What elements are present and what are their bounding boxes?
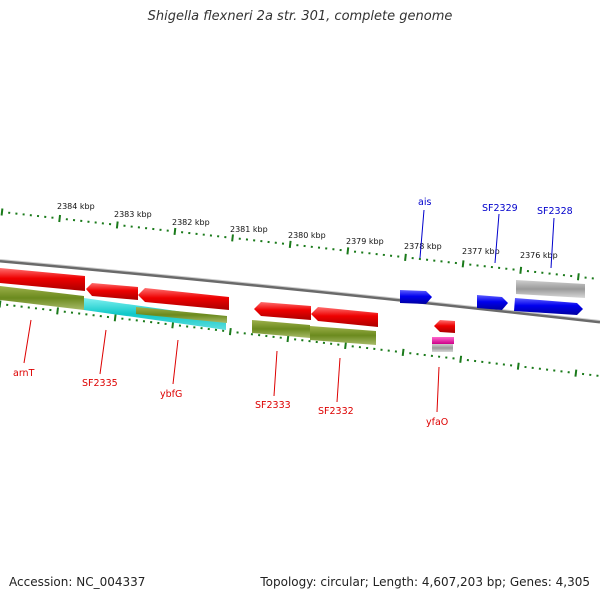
accession-text: Accession: NC_004337 [9, 575, 146, 589]
ruler-major-tick [574, 369, 578, 377]
ruler-major-tick [401, 348, 405, 356]
feature-grey-small [432, 344, 453, 352]
gene-arnT[interactable] [0, 268, 85, 291]
scale-label: 2376 kbp [520, 251, 558, 260]
feature-olive-2 [136, 307, 227, 323]
scale-label: 2384 kbp [57, 202, 95, 211]
gene-label-yfaO[interactable]: yfaO [426, 417, 448, 428]
ruler-major-tick [576, 273, 580, 281]
gene-label-SF2333[interactable]: SF2333 [255, 400, 291, 411]
ruler-major-tick [58, 214, 62, 223]
label-leader-lines [23, 209, 555, 413]
scale-label: 2383 kbp [114, 210, 152, 219]
gene-red-2[interactable] [86, 283, 138, 300]
scale-label: 2378 kbp [404, 242, 442, 251]
gene-label-SF2329[interactable]: SF2329 [482, 203, 518, 214]
ruler-major-tick [115, 221, 119, 229]
feature-tracks [0, 286, 454, 352]
gene-ais[interactable] [400, 290, 432, 304]
ruler-major-tick [346, 247, 350, 255]
map-title: Shigella flexneri 2a str. 301, complete … [147, 9, 453, 24]
gene-label-arnT[interactable]: arnT [13, 368, 35, 379]
reverse-strand-genes [0, 268, 455, 333]
ruler-major-tick [519, 266, 523, 274]
genome-backbone [0, 259, 600, 324]
forward-strand-genes [400, 280, 585, 315]
ruler-major-tick [286, 334, 290, 343]
kbp-ruler-inner [0, 300, 599, 377]
gene-SF2333[interactable] [254, 302, 311, 320]
feature-olive-3 [252, 320, 310, 338]
ruler-major-tick [344, 341, 347, 350]
ruler-major-tick [56, 307, 59, 315]
gene-SF2332[interactable] [311, 307, 378, 327]
ruler-major-tick [231, 234, 234, 242]
ruler-major-tick [228, 328, 232, 336]
feature-olive-1 [0, 286, 84, 310]
ruler-major-tick [0, 208, 4, 216]
feature-pink [432, 337, 454, 344]
gene-label-ais[interactable]: ais [418, 197, 431, 208]
gene-SF2329[interactable] [477, 295, 508, 310]
gene-ybfG[interactable] [138, 288, 229, 310]
gene-feature-grey [516, 280, 585, 298]
gene-label-SF2332[interactable]: SF2332 [318, 406, 354, 417]
ruler-major-tick [288, 240, 292, 248]
scale-label: 2379 kbp [346, 237, 384, 246]
gene-label-SF2335[interactable]: SF2335 [82, 378, 118, 389]
gene-labels: ais SF2329 SF2328 arnT SF2335 ybfG SF233… [13, 197, 573, 428]
ruler-major-tick [459, 355, 463, 363]
ruler-major-tick [516, 362, 520, 370]
gene-label-ybfG[interactable]: ybfG [160, 389, 182, 400]
ruler-major-tick [461, 260, 465, 268]
scale-label: 2381 kbp [230, 225, 268, 234]
genome-summary-text: Topology: circular; Length: 4,607,203 bp… [260, 575, 590, 589]
gene-yfaO[interactable] [434, 320, 455, 333]
ruler-major-tick [404, 253, 407, 261]
scale-label: 2382 kbp [172, 218, 210, 227]
kbp-ruler-outer [0, 208, 594, 281]
ruler-major-tick [173, 227, 177, 236]
scale-labels: 2384 kbp 2383 kbp 2382 kbp 2381 kbp 2380… [57, 202, 558, 260]
gene-SF2328[interactable] [514, 298, 583, 315]
ruler-major-tick [113, 314, 117, 322]
gene-label-SF2328[interactable]: SF2328 [537, 206, 573, 217]
scale-label: 2380 kbp [288, 231, 326, 240]
feature-olive-4 [310, 326, 376, 345]
scale-label: 2377 kbp [462, 247, 500, 256]
